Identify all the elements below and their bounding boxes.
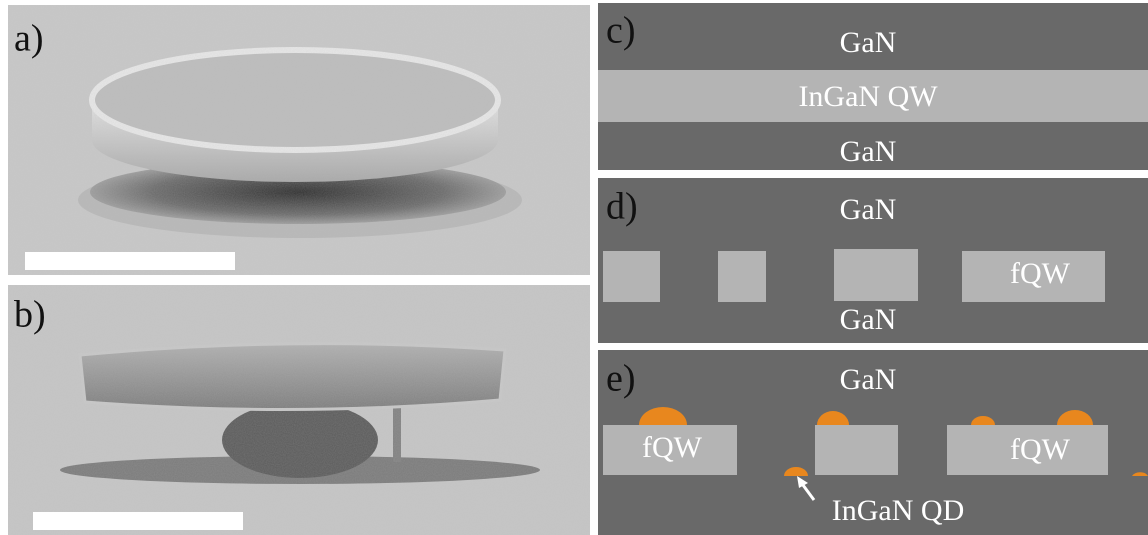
layer-label: GaN xyxy=(840,363,897,396)
panel-label: e) xyxy=(606,358,636,400)
layer-label: GaN xyxy=(840,303,897,336)
fragment xyxy=(603,251,660,302)
fragment xyxy=(815,425,898,475)
panel-c: c) GaN InGaN QW GaN xyxy=(598,3,1148,170)
annotation: InGaN QD xyxy=(832,494,964,527)
panel-d: d) GaN fQW GaN xyxy=(598,178,1148,343)
layer-label: fQW xyxy=(1010,257,1071,290)
fragment xyxy=(834,249,918,301)
panel-label: a) xyxy=(14,18,44,60)
sem-noise xyxy=(8,5,590,275)
arrow-head xyxy=(797,476,808,488)
panel-label: c) xyxy=(606,10,636,52)
panel-a: a) xyxy=(8,5,590,275)
layer-label: GaN xyxy=(840,193,897,226)
panel-e: e) GaN fQW fQW InGaN QD xyxy=(598,350,1148,535)
quantum-dot xyxy=(971,416,995,425)
fragment xyxy=(947,425,1108,475)
panel-b: b) xyxy=(8,285,590,535)
scale-bar xyxy=(25,252,235,270)
fragment xyxy=(962,251,1105,302)
fragment xyxy=(603,425,737,475)
layer-label: fQW xyxy=(1010,433,1071,466)
layer-label: fQW xyxy=(642,431,703,464)
panel-label: d) xyxy=(606,186,638,228)
layer-label: InGaN QW xyxy=(798,80,938,113)
quantum-dot xyxy=(639,407,687,425)
panel-label: b) xyxy=(14,294,46,336)
quantum-well xyxy=(598,70,1148,122)
quantum-dot xyxy=(1057,410,1093,425)
quantum-dot xyxy=(784,467,808,476)
quantum-dot xyxy=(1132,472,1148,476)
layer-label: GaN xyxy=(840,26,897,59)
sem-noise xyxy=(8,285,590,535)
fragment xyxy=(718,251,766,302)
scale-bar xyxy=(33,512,243,530)
layer-label: GaN xyxy=(840,135,897,168)
quantum-dot xyxy=(817,411,849,425)
